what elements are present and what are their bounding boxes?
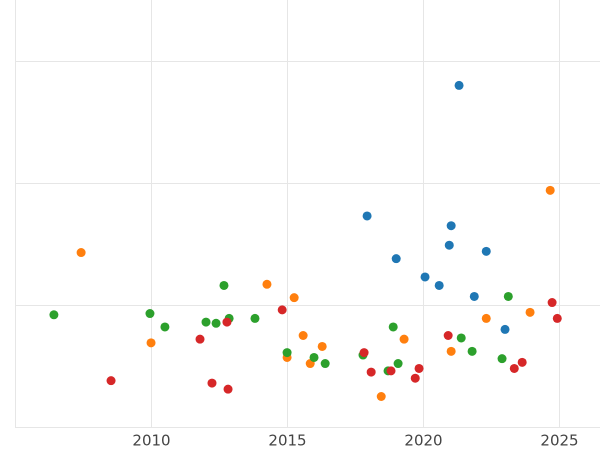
point: [446, 346, 456, 356]
point: [289, 293, 299, 303]
point: [469, 291, 479, 301]
point: [414, 363, 424, 373]
point: [481, 246, 491, 256]
point: [434, 280, 444, 290]
point: [500, 324, 510, 334]
point: [391, 254, 401, 264]
point: [481, 313, 491, 323]
point: [366, 367, 376, 377]
point: [525, 307, 535, 317]
point: [201, 317, 211, 327]
point: [145, 309, 155, 319]
point: [277, 305, 287, 315]
point: [545, 185, 555, 195]
point: [467, 346, 477, 356]
point: [443, 331, 453, 340]
point: [376, 392, 386, 401]
point: [509, 363, 519, 373]
point: [219, 280, 229, 290]
point: [446, 221, 456, 231]
point: [320, 359, 330, 369]
point: [76, 248, 86, 258]
x-tick-label: 2015: [268, 432, 306, 450]
point: [362, 211, 372, 221]
point: [106, 376, 116, 386]
point: [160, 322, 170, 332]
point: [195, 334, 205, 344]
x-tick-label: 2010: [132, 432, 170, 450]
point: [309, 352, 319, 362]
point: [399, 334, 409, 344]
point: [250, 313, 260, 323]
point: [547, 298, 557, 308]
point: [454, 80, 464, 90]
point: [388, 322, 398, 332]
point: [456, 333, 466, 343]
point: [552, 313, 562, 323]
point: [223, 384, 233, 394]
point: [49, 310, 59, 320]
point: [420, 272, 430, 282]
point: [444, 240, 454, 250]
point: [317, 341, 327, 351]
point: [282, 348, 292, 358]
point: [146, 338, 156, 348]
point: [386, 366, 396, 376]
point: [410, 373, 420, 383]
point: [207, 378, 217, 388]
point: [517, 357, 527, 367]
x-tick-label: 2025: [540, 432, 578, 450]
point: [497, 354, 507, 364]
point: [262, 279, 272, 289]
point: [359, 348, 369, 358]
point: [211, 318, 221, 328]
point: [393, 359, 403, 369]
point: [222, 317, 232, 327]
point: [298, 331, 308, 340]
x-tick-label: 2020: [404, 432, 442, 450]
point: [503, 291, 513, 301]
